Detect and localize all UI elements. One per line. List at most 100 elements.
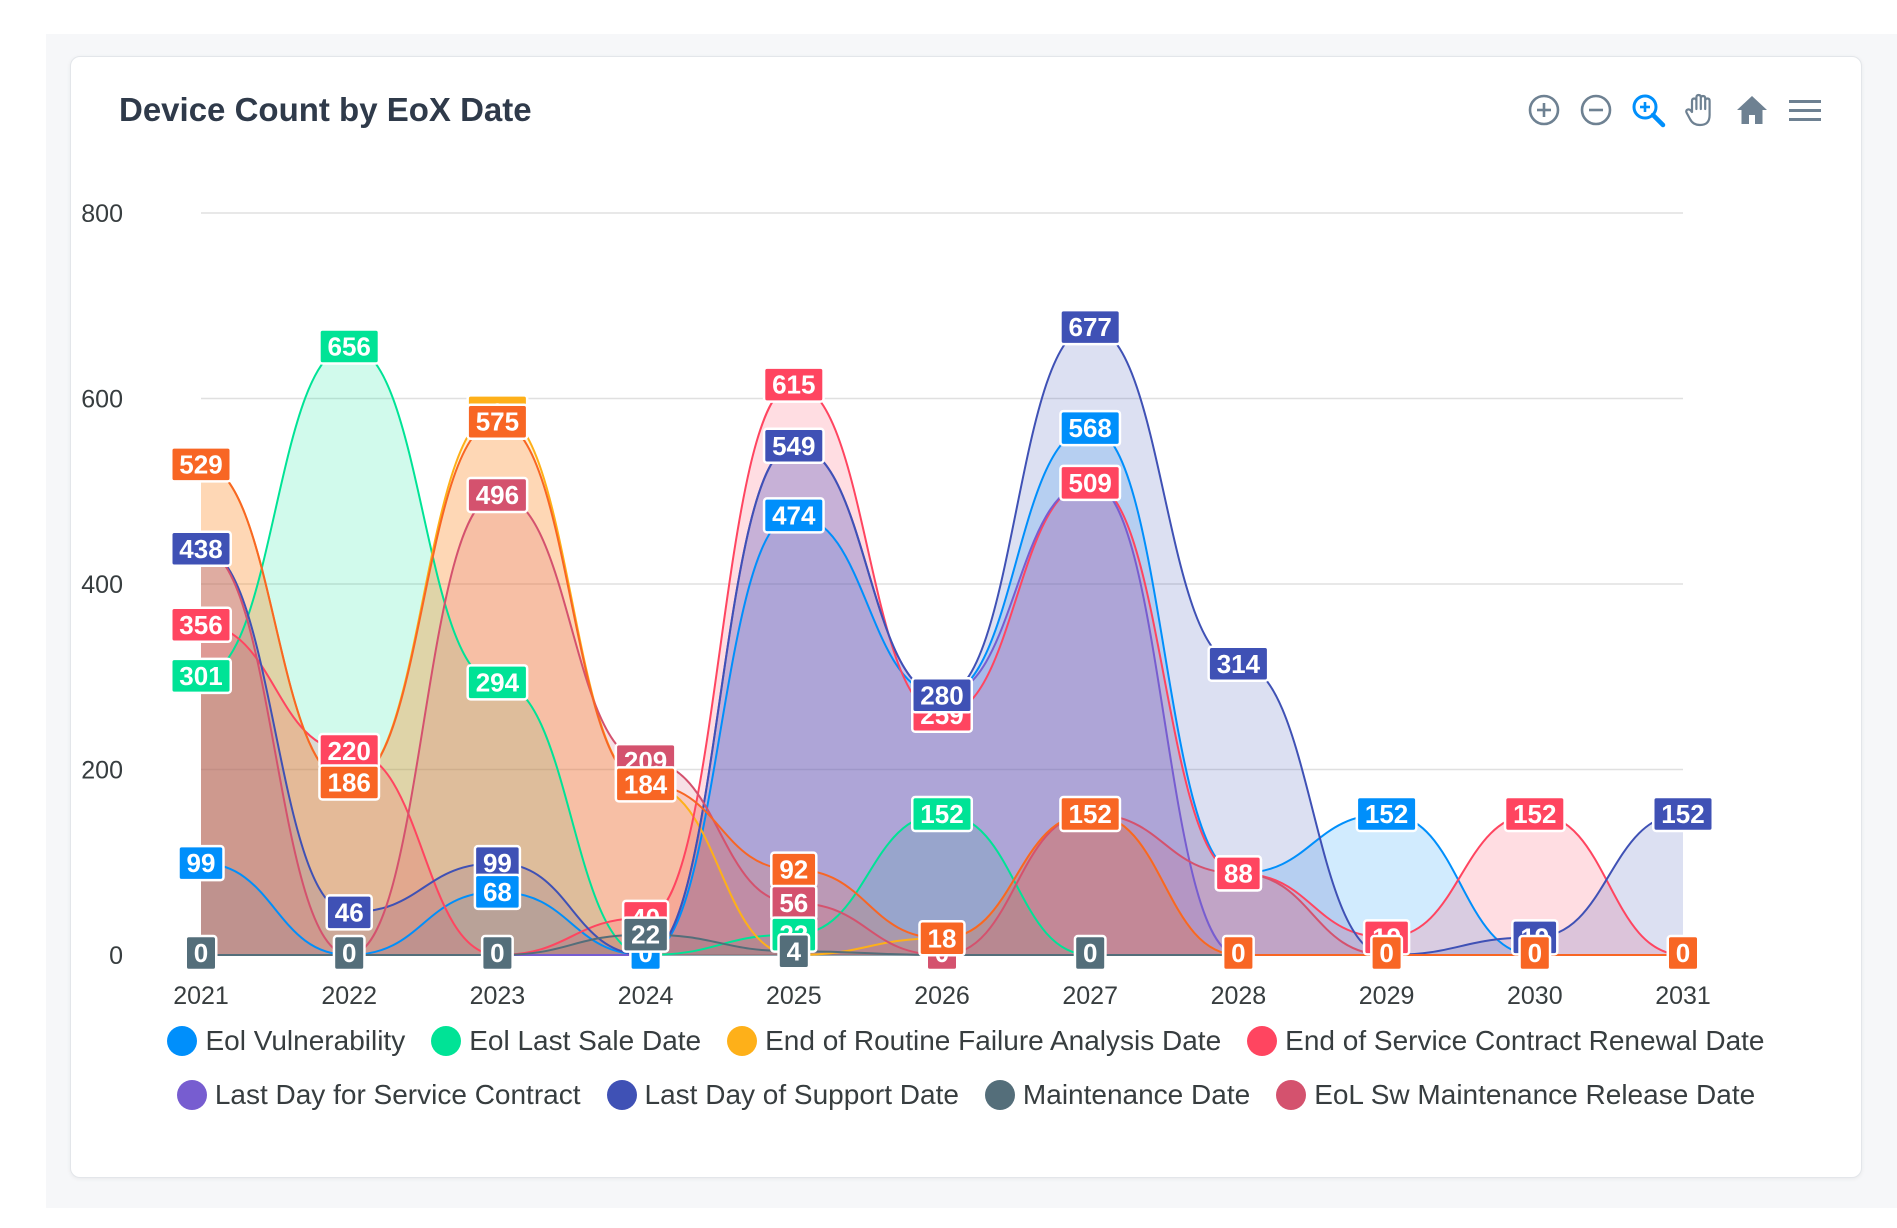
legend-item[interactable]: Maintenance Date: [984, 1079, 1250, 1111]
legend-label: EoL Sw Maintenance Release Date: [1314, 1079, 1756, 1110]
data-label: 0: [480, 934, 514, 972]
svg-text:0: 0: [490, 938, 504, 968]
data-label: 0: [1073, 934, 1107, 972]
legend-item[interactable]: Eol Vulnerability: [167, 1025, 405, 1057]
y-tick-label: 600: [81, 386, 123, 414]
svg-text:220: 220: [328, 736, 371, 766]
legend-marker: [984, 1080, 1015, 1110]
svg-text:152: 152: [1365, 799, 1408, 829]
chart-card: Device Count by EoX Date: [70, 56, 1862, 1178]
svg-text:88: 88: [1224, 858, 1253, 888]
data-label: 496: [466, 476, 529, 514]
series-line-7: [200, 493, 1683, 957]
svg-text:0: 0: [1676, 938, 1690, 968]
legend-marker: [606, 1080, 637, 1110]
x-tick-label: 2024: [618, 982, 674, 1010]
x-tick-label: 2023: [470, 982, 526, 1010]
legend-item[interactable]: Last Day for Service Contract: [176, 1079, 581, 1111]
data-label: 152: [1355, 795, 1418, 833]
legend-item[interactable]: End of Service Contract Renewal Date: [1247, 1025, 1765, 1057]
svg-text:92: 92: [779, 855, 808, 885]
data-label: 568: [1059, 409, 1122, 447]
x-tick-label: 2030: [1507, 982, 1563, 1010]
svg-text:18: 18: [928, 923, 957, 953]
svg-text:186: 186: [328, 767, 371, 797]
y-tick-label: 800: [81, 200, 123, 228]
y-tick-label: 0: [109, 942, 123, 970]
data-label: 99: [473, 844, 522, 882]
svg-text:152: 152: [1661, 799, 1704, 829]
data-label: 4: [777, 933, 811, 970]
legend-row: Eol Vulnerability Eol Last Sale Date End o…: [71, 1025, 1861, 1057]
svg-text:677: 677: [1069, 312, 1112, 342]
zoom-out-button[interactable]: [1577, 91, 1615, 129]
reset-home-icon: [1737, 96, 1767, 124]
svg-text:301: 301: [179, 661, 222, 691]
svg-text:0: 0: [194, 938, 208, 968]
x-tick-label: 2027: [1062, 982, 1118, 1010]
data-label: 438: [170, 530, 232, 568]
svg-text:152: 152: [1069, 799, 1112, 829]
x-tick-label: 2022: [321, 982, 377, 1010]
legend-item[interactable]: EoL Sw Maintenance Release Date: [1276, 1079, 1755, 1111]
zoom-in-button[interactable]: [1525, 91, 1563, 129]
data-label: 0: [1666, 934, 1700, 972]
svg-text:568: 568: [1069, 413, 1112, 443]
data-label: 549: [762, 427, 825, 465]
x-tick-label: 2021: [173, 982, 229, 1010]
chart-title: Device Count by EoX Date: [119, 91, 532, 128]
data-label: 152: [1503, 795, 1566, 833]
svg-text:0: 0: [342, 938, 356, 968]
data-label: 0: [332, 934, 366, 972]
svg-text:615: 615: [772, 370, 815, 400]
data-label: 186: [318, 764, 381, 801]
legend-marker: [1276, 1080, 1307, 1110]
pan-hand-icon: [1685, 93, 1711, 127]
selection-zoom-icon: [1632, 94, 1666, 128]
svg-text:4: 4: [787, 936, 802, 966]
series-area-6: [201, 934, 1683, 955]
legend-label: End of Routine Failure Analysis Date: [765, 1025, 1222, 1056]
svg-text:575: 575: [476, 407, 519, 437]
legend-label: Eol Last Sale Date: [469, 1025, 702, 1056]
data-label: 0: [1370, 934, 1404, 972]
data-label: 92: [770, 851, 818, 888]
data-label: 22: [621, 916, 670, 953]
y-tick-label: 400: [81, 571, 123, 599]
reset-zoom-button[interactable]: [1733, 91, 1771, 129]
svg-text:22: 22: [631, 920, 660, 950]
data-label: 152: [911, 795, 973, 833]
x-tick-label: 2031: [1655, 982, 1711, 1010]
data-label: 280: [911, 677, 973, 714]
data-label: 0: [184, 934, 218, 972]
legend-marker: [167, 1026, 198, 1056]
data-label: 56: [770, 884, 818, 922]
selection-zoom-button[interactable]: [1629, 91, 1667, 129]
pan-button[interactable]: [1681, 91, 1719, 129]
data-label: 99: [177, 844, 225, 882]
legend-item[interactable]: Last Day of Support Date: [606, 1079, 959, 1111]
legend-item[interactable]: End of Routine Failure Analysis Date: [727, 1025, 1221, 1057]
y-tick-label: 200: [81, 757, 123, 785]
legend-marker: [1247, 1026, 1278, 1056]
svg-text:0: 0: [1083, 938, 1097, 968]
svg-text:496: 496: [476, 480, 519, 510]
chart-menu-button[interactable]: [1785, 91, 1823, 129]
data-label: 46: [325, 894, 373, 931]
series-area-0: [201, 428, 1683, 955]
svg-text:438: 438: [179, 534, 222, 564]
data-label: 152: [1652, 795, 1714, 833]
chart-toolbar: [1525, 91, 1823, 129]
svg-text:509: 509: [1069, 468, 1112, 498]
svg-text:356: 356: [179, 610, 222, 640]
svg-text:184: 184: [624, 769, 668, 799]
legend-item[interactable]: Eol Last Sale Date: [431, 1025, 701, 1057]
svg-text:294: 294: [476, 667, 520, 697]
data-label: 677: [1059, 308, 1122, 346]
legend-label: End of Service Contract Renewal Date: [1285, 1025, 1765, 1056]
svg-text:99: 99: [483, 848, 512, 878]
svg-text:656: 656: [328, 332, 371, 362]
svg-text:314: 314: [1217, 649, 1261, 679]
